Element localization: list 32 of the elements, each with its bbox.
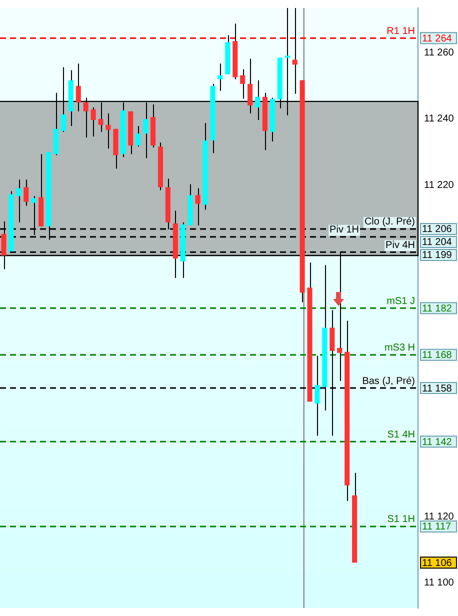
candlestick xyxy=(136,125,141,147)
text: 11 106 xyxy=(422,558,452,569)
candlestick xyxy=(240,68,246,100)
text: 11 264 xyxy=(422,33,452,44)
text: 11 117 xyxy=(422,522,452,533)
text: 11 168 xyxy=(422,350,452,362)
candlestick xyxy=(195,188,200,226)
ref-line-label: mS3 H xyxy=(384,342,415,354)
y-tick-label: 11 120 xyxy=(424,511,454,522)
ref-line-label: mS1 J xyxy=(386,296,415,307)
ref-line-label: S1 4H xyxy=(387,429,415,440)
ref-line-label: Bas (J, Pré) xyxy=(362,376,415,387)
ref-line-label: Clo (J. Pré) xyxy=(364,216,415,228)
text: 11 158 xyxy=(422,383,452,394)
text: 11 199 xyxy=(422,250,452,262)
candlestick xyxy=(90,106,96,138)
text: 11 204 xyxy=(422,237,452,248)
y-tick-label: 11 240 xyxy=(424,114,454,125)
candlestick xyxy=(16,179,22,223)
ref-line-label: R1 1H xyxy=(386,26,415,37)
ref-line-label: Piv 1H xyxy=(330,224,359,236)
y-tick-label: 11 100 xyxy=(424,578,454,589)
candlestick xyxy=(292,8,298,94)
candlestick xyxy=(106,112,111,149)
ref-line-label: S1 1H xyxy=(387,514,415,526)
y-tick-label: 11 260 xyxy=(424,47,454,58)
y-tick-label: 11 220 xyxy=(424,180,454,191)
text: 11 182 xyxy=(422,303,452,314)
ref-line-label: Piv 4H xyxy=(386,240,415,251)
candlestick xyxy=(24,179,29,206)
text: 11 206 xyxy=(422,224,452,236)
text: 11 142 xyxy=(422,436,452,448)
